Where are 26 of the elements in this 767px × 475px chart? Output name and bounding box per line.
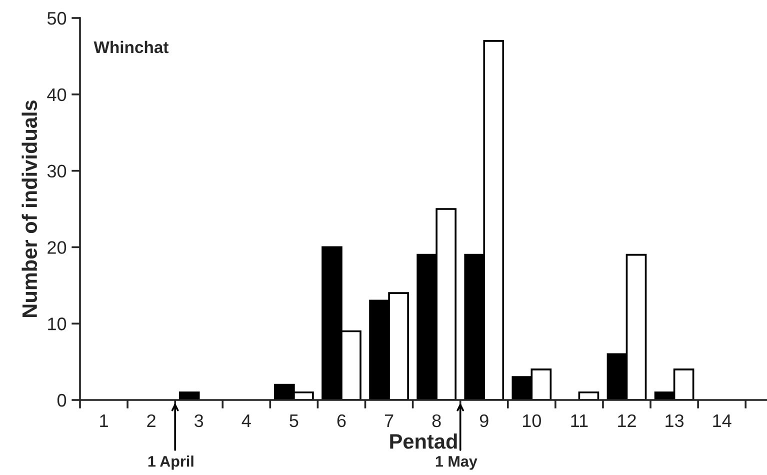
x-tick-label: 4 [242, 414, 251, 427]
y-tick-label: 0 [57, 394, 66, 407]
x-tick-label: 12 [618, 414, 636, 427]
y-axis-title: Number of individuals [22, 100, 38, 317]
x-tick-label: 6 [337, 414, 346, 428]
y-tick-label: 10 [48, 318, 66, 330]
annotation: Whinchat [94, 40, 169, 54]
x-tick-label: 1 [100, 414, 108, 427]
x-axis-title: Pentad [390, 434, 457, 449]
x-tick-label: 3 [194, 414, 204, 428]
x-tick-label: 9 [480, 414, 488, 428]
x-tick-label: 10 [522, 414, 541, 428]
x-tick-label: 5 [290, 414, 298, 428]
text: 1 May [436, 456, 478, 470]
x-tick-label: 2 [147, 414, 156, 427]
x-tick-label: 7 [384, 414, 394, 427]
y-tick-label: 30 [47, 164, 66, 178]
y-tick-label: 50 [47, 12, 66, 25]
bar [178, 391, 200, 400]
y-tick-label: 40 [47, 88, 66, 102]
text: 1 April [148, 456, 194, 470]
y-tick-label: 20 [48, 241, 66, 254]
x-tick-label: 8 [432, 414, 441, 428]
x-tick-label: 14 [713, 414, 732, 427]
x-tick-label: 13 [666, 414, 684, 428]
x-tick-label: 11 [571, 414, 588, 427]
